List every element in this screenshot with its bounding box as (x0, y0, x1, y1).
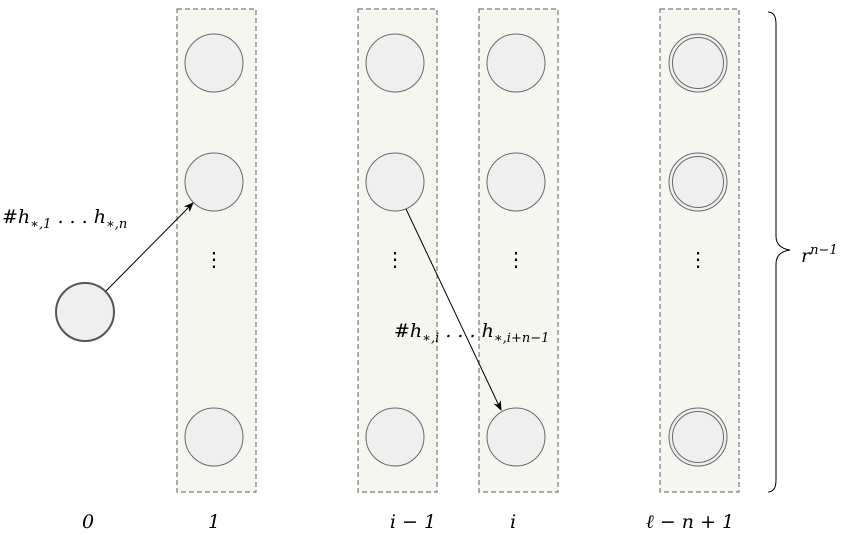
state-node-colim1-bottom (365, 407, 425, 467)
state-node-coli-top (486, 33, 546, 93)
ellipsis-col1: ⋮ (204, 247, 224, 271)
state-node-col1-bottom (184, 407, 244, 467)
transition-arrow-start (105, 202, 194, 292)
column-label-i: i (510, 511, 516, 533)
right-brace (767, 11, 791, 493)
ellipsis-coli: ⋮ (506, 247, 526, 271)
state-node-col1-second (184, 152, 244, 212)
state-node-colim1-second (365, 152, 425, 212)
state-node-col1-top (184, 33, 244, 93)
state-node-colim1-top (365, 33, 425, 93)
transition-arrow-middle (405, 208, 502, 411)
column-label-i-minus-1: i − 1 (390, 511, 436, 533)
brace-label: rn−1 (801, 243, 838, 267)
state-node-coli-bottom (486, 407, 546, 467)
ellipsis-last: ⋮ (688, 247, 708, 271)
column-label-1: 1 (208, 511, 220, 533)
column-label-0: 0 (82, 511, 94, 533)
column-label-last: ℓ − n + 1 (646, 511, 734, 533)
accepting-node-last-second (668, 152, 728, 212)
accepting-node-last-bottom (668, 407, 728, 467)
state-node-coli-second (486, 152, 546, 212)
edge-label-start: #h∗,1 . . . h∗,n (2, 206, 127, 232)
start-state-node (55, 282, 115, 342)
edge-label-middle: #h∗,i . . . h∗,i+n−1 (394, 320, 549, 346)
accepting-node-last-top (668, 33, 728, 93)
ellipsis-colim1: ⋮ (385, 247, 405, 271)
